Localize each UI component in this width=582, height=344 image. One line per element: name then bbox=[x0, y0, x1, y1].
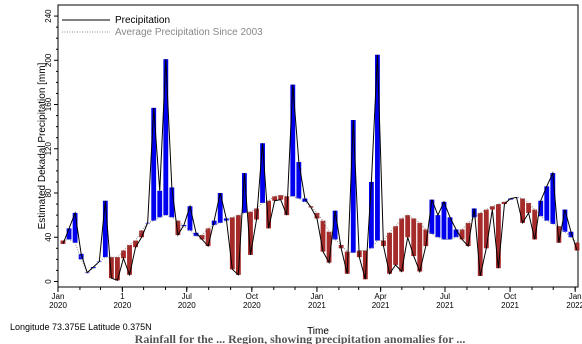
anomaly-bar bbox=[296, 162, 301, 198]
figure-caption: Rainfall for the ... Region, showing pre… bbox=[40, 332, 560, 344]
x-tick-label: Oct bbox=[504, 292, 517, 301]
x-tick-year: 2020 bbox=[49, 301, 67, 310]
anomaly-bar bbox=[550, 173, 555, 224]
x-tick-label: Oct bbox=[246, 292, 259, 301]
anomaly-bar bbox=[163, 59, 168, 215]
anomaly-bar bbox=[218, 193, 223, 223]
coordinates-footer: Longitude 73.375E Latitude 0.375N bbox=[10, 322, 152, 332]
anomaly-bar bbox=[278, 195, 283, 199]
x-tick-year: 2021 bbox=[436, 301, 454, 310]
anomaly-bar bbox=[230, 217, 235, 269]
legend-average-label: Average Precipitation Since 2003 bbox=[115, 27, 263, 38]
y-tick-label: 0 bbox=[44, 279, 53, 284]
anomaly-bar bbox=[454, 229, 459, 237]
y-axis-title: Estimated Dekadal Precipitation [mm] bbox=[37, 62, 48, 229]
x-tick-label: Jul bbox=[440, 292, 450, 301]
anomaly-bar bbox=[157, 191, 162, 218]
x-tick-year: 2021 bbox=[308, 301, 326, 310]
anomaly-bar bbox=[436, 215, 441, 237]
anomaly-bar bbox=[393, 226, 398, 265]
anomaly-bar bbox=[496, 204, 501, 268]
x-tick-label: Jul bbox=[182, 292, 192, 301]
x-tick-label: 1 bbox=[120, 292, 125, 301]
anomaly-bar bbox=[484, 210, 489, 249]
anomaly-bar bbox=[115, 257, 120, 280]
x-axis: Jan202012020Jul2020Oct2020Jan2021Apr2021… bbox=[49, 287, 582, 310]
anomaly-bar bbox=[405, 215, 410, 237]
x-tick-label: Jan bbox=[52, 292, 65, 301]
anomaly-bar bbox=[526, 203, 531, 213]
x-tick-year: 2020 bbox=[178, 301, 196, 310]
x-tick-label: Jan bbox=[310, 292, 323, 301]
y-tick-label: 40 bbox=[44, 232, 53, 241]
anomaly-bar bbox=[532, 210, 537, 240]
anomaly-bar bbox=[351, 120, 356, 253]
x-tick-year: 2021 bbox=[501, 301, 519, 310]
anomaly-bar bbox=[321, 221, 326, 252]
anomaly-bar bbox=[103, 201, 108, 257]
x-tick-year: 2020 bbox=[243, 301, 261, 310]
x-tick-year: 2021 bbox=[372, 301, 390, 310]
legend-precip-label: Precipitation bbox=[115, 15, 170, 26]
x-tick-year: 2020 bbox=[113, 301, 131, 310]
bar-layer bbox=[61, 55, 580, 281]
y-tick-label: 240 bbox=[44, 9, 53, 23]
x-tick-label: Apr bbox=[374, 292, 387, 301]
x-tick-label: Jan bbox=[569, 292, 582, 301]
x-tick-year: 2022 bbox=[566, 301, 582, 310]
legend: Precipitation Average Precipitation Sinc… bbox=[62, 15, 263, 38]
